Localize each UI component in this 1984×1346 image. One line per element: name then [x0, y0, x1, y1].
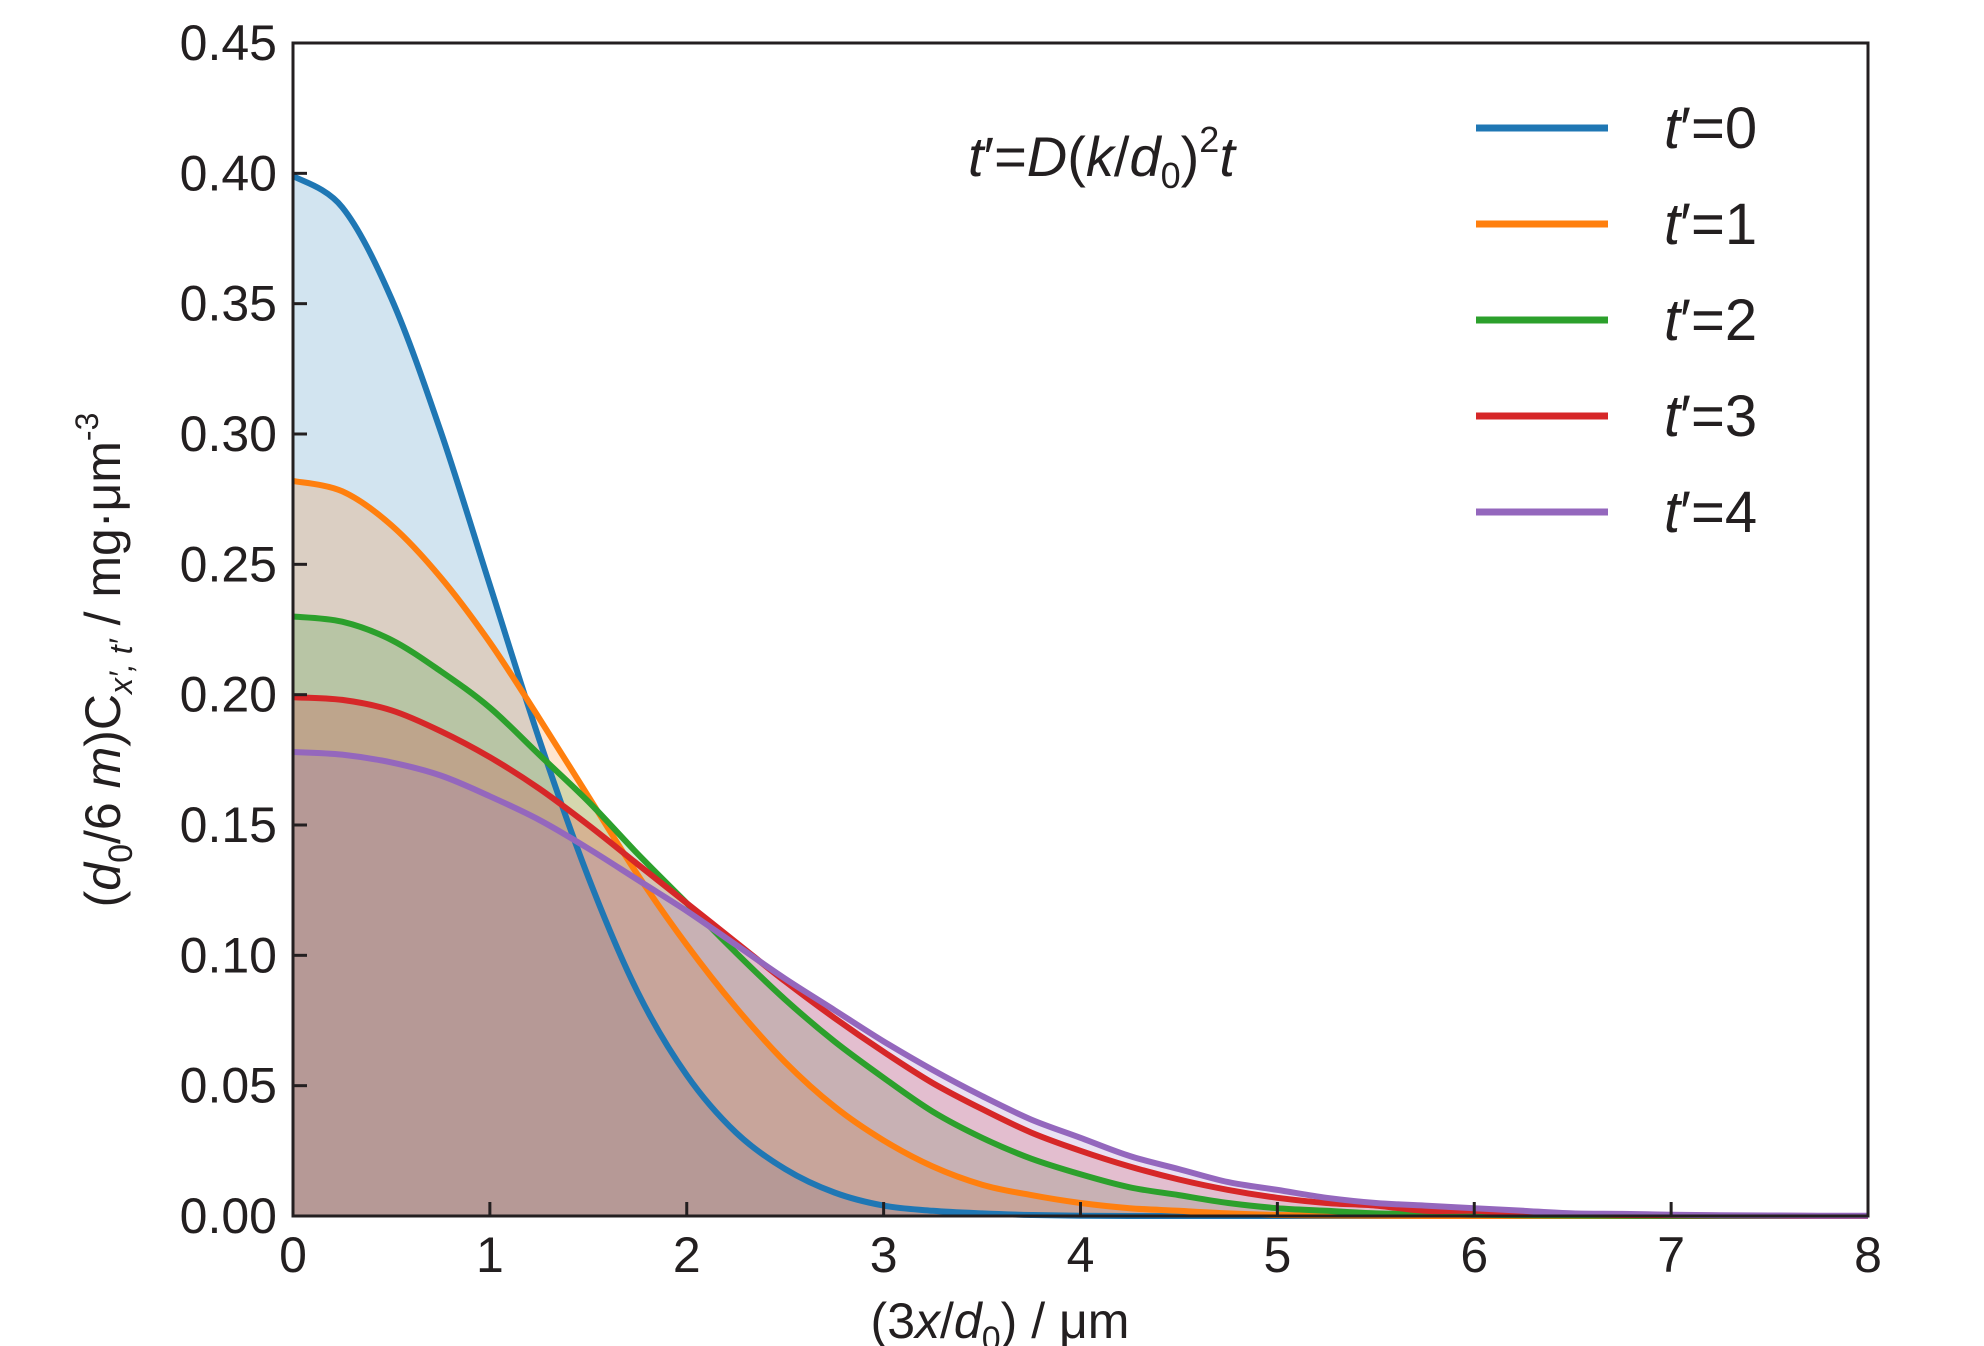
legend-label-4: t′=4: [1664, 480, 1757, 545]
x-tick-label: 5: [1263, 1227, 1291, 1283]
legend-label-0: t′=0: [1664, 96, 1757, 161]
x-tick-label: 4: [1067, 1227, 1095, 1283]
series-line-4: [292, 749, 1869, 1219]
y-tick-label: 0.35: [180, 276, 277, 332]
x-tick-label: 2: [673, 1227, 701, 1283]
area-fill-series-1: [293, 480, 1868, 1216]
y-tick-label: 0.05: [180, 1058, 277, 1114]
y-axis-ticks: 0.00 0.05 0.10 0.15 0.20 0.25 0.30 0.35 0.40 0.45: [180, 15, 307, 1244]
y-tick-label: 0.40: [180, 145, 277, 201]
x-tick-label: 3: [870, 1227, 898, 1283]
y-tick-label: 0.10: [180, 927, 277, 983]
y-tick-label: 0.15: [180, 797, 277, 853]
area-fills: [293, 175, 1868, 1216]
y-tick-label: 0.00: [180, 1188, 277, 1244]
y-tick-label: 0.20: [180, 667, 277, 723]
y-tick-label: 0.45: [180, 15, 277, 71]
y-axis-label: (d0/6 m)Cx′, t′ / mg·μm-3: [69, 413, 140, 908]
x-tick-label: 6: [1460, 1227, 1488, 1283]
annotation: t′=D(k/d0)2t: [968, 119, 1237, 196]
legend-label-1: t′=1: [1664, 192, 1757, 257]
area-fill-series-4: [293, 752, 1868, 1216]
x-tick-label: 8: [1854, 1227, 1882, 1283]
y-tick-label: 0.25: [180, 536, 277, 592]
x-axis-ticks: 0 1 2 3 4 5 6 7 8: [279, 1202, 1882, 1283]
area-fill-series-3: [293, 697, 1868, 1216]
legend: t′=0 t′=1 t′=2 t′=3 t′=4: [1476, 96, 1757, 545]
y-tick-label: 0.30: [180, 406, 277, 462]
legend-label-2: t′=2: [1664, 288, 1757, 353]
area-fill-series-2: [293, 616, 1868, 1216]
legend-label-3: t′=3: [1664, 384, 1757, 449]
x-tick-label: 1: [476, 1227, 504, 1283]
x-axis-label: (3x/d0) / μm: [871, 1293, 1130, 1346]
area-fill-series-0: [293, 175, 1868, 1216]
x-tick-label: 7: [1657, 1227, 1685, 1283]
x-tick-label: 0: [279, 1227, 307, 1283]
